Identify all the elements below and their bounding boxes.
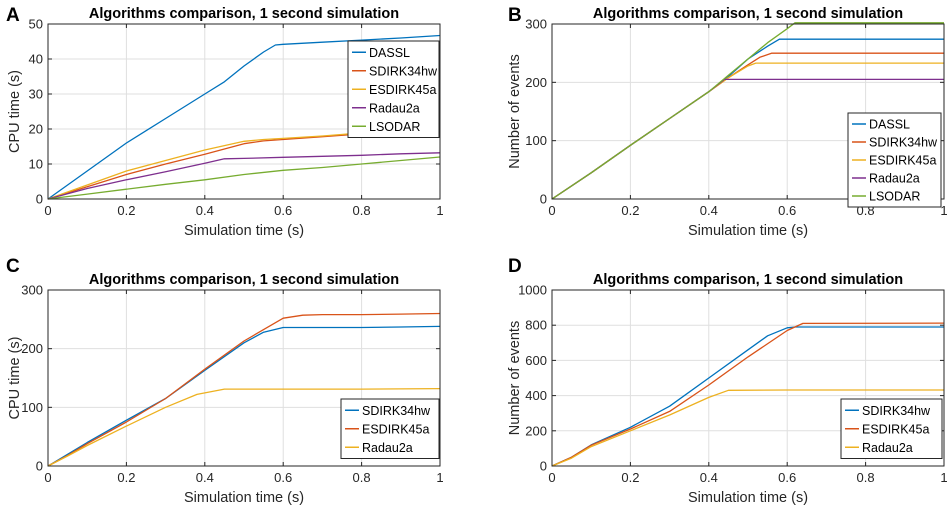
x-tick-label: 0.4 bbox=[196, 203, 214, 218]
y-tick-label: 30 bbox=[29, 87, 43, 102]
panel-c-cpu-time-three-solvers: C 0 0.2 0.4 0.6 0.8 1 0 100 200 300 Algorithms comp… bbox=[6, 256, 444, 506]
series-line-lsodar bbox=[47, 156, 441, 200]
series-line-lsodar bbox=[551, 22, 944, 200]
x-axis-label: Simulation time (s) bbox=[688, 490, 808, 506]
chart-title: Algorithms comparison, 1 second simulati… bbox=[89, 272, 399, 288]
axes-box bbox=[47, 23, 441, 200]
legend-entry-dassl: DASSL bbox=[369, 46, 410, 60]
legend-entry-esdirk45a: ESDIRK45a bbox=[362, 422, 429, 436]
y-tick-label: 300 bbox=[525, 17, 547, 32]
panel-label: C bbox=[6, 256, 20, 277]
legend-entry-esdirk45a: ESDIRK45a bbox=[369, 83, 436, 97]
x-tick-label: 1 bbox=[436, 470, 443, 485]
y-axis-label: Number of events bbox=[507, 54, 523, 168]
legend-entry-esdirk45a: ESDIRK45a bbox=[869, 154, 936, 168]
series-line-esdirk45a bbox=[47, 312, 441, 467]
y-tick-label: 0 bbox=[36, 192, 43, 207]
y-tick-label: 0 bbox=[36, 459, 43, 474]
x-tick-label: 0.2 bbox=[117, 203, 135, 218]
x-tick-label: 0.8 bbox=[353, 470, 371, 485]
y-tick-label: 400 bbox=[525, 388, 547, 403]
y-tick-label: 50 bbox=[29, 17, 43, 32]
x-tick-label: 0.6 bbox=[778, 203, 796, 218]
y-tick-label: 100 bbox=[525, 133, 547, 148]
chart-title: Algorithms comparison, 1 second simulati… bbox=[593, 272, 903, 288]
x-tick-label: 0.2 bbox=[621, 470, 639, 485]
y-tick-label: 20 bbox=[29, 122, 43, 137]
series-line-radau2a bbox=[47, 387, 441, 467]
panel-label: A bbox=[6, 5, 20, 26]
panel-d-events-three-solvers: D 0 0.2 0.4 0.6 0.8 1 0 200 400 600 800 1000 Algorith… bbox=[507, 256, 948, 506]
legend: SDIRK34hw ESDIRK45a Radau2a bbox=[340, 398, 440, 459]
legend: SDIRK34hw ESDIRK45a Radau2a bbox=[840, 398, 943, 459]
y-tick-label: 0 bbox=[540, 192, 547, 207]
x-tick-label: 0.4 bbox=[196, 470, 214, 485]
x-tick-label: 0.2 bbox=[621, 203, 639, 218]
x-tick-label: 0.6 bbox=[274, 203, 292, 218]
panel-label: B bbox=[508, 5, 522, 26]
x-tick-label: 0.4 bbox=[700, 470, 718, 485]
series-line-esdirk45a bbox=[551, 322, 945, 467]
y-tick-label: 40 bbox=[29, 52, 43, 67]
series-line-radau2a bbox=[551, 389, 944, 467]
y-tick-label: 1000 bbox=[518, 283, 547, 298]
legend-entry-radau2a: Radau2a bbox=[362, 441, 413, 455]
x-tick-label: 0 bbox=[548, 203, 555, 218]
x-tick-label: 0 bbox=[44, 470, 51, 485]
series-line-sdirk34hw bbox=[47, 325, 441, 467]
x-tick-label: 0.4 bbox=[700, 203, 718, 218]
x-tick-label: 1 bbox=[436, 203, 443, 218]
x-tick-label: 1 bbox=[940, 203, 947, 218]
axes-box bbox=[551, 23, 945, 200]
legend-entry-sdirk34hw: SDIRK34hw bbox=[362, 404, 431, 418]
axes-box bbox=[551, 289, 945, 467]
y-tick-label: 800 bbox=[525, 318, 547, 333]
legend-entry-radau2a: Radau2a bbox=[869, 172, 920, 186]
legend-entry-lsodar: LSODAR bbox=[869, 190, 920, 204]
y-tick-label: 100 bbox=[21, 400, 43, 415]
series-line-dassl bbox=[47, 34, 441, 200]
x-tick-label: 0 bbox=[44, 203, 51, 218]
y-tick-label: 600 bbox=[525, 353, 547, 368]
legend-entry-radau2a: Radau2a bbox=[369, 101, 420, 115]
y-tick-label: 200 bbox=[21, 341, 43, 356]
legend: DASSL SDIRK34hw ESDIRK45a Radau2a LSODAR bbox=[847, 112, 942, 208]
x-tick-label: 0.6 bbox=[274, 470, 292, 485]
y-axis-label: CPU time (s) bbox=[7, 70, 23, 153]
x-axis-label: Simulation time (s) bbox=[688, 223, 808, 239]
y-axis-label: Number of events bbox=[507, 321, 523, 435]
legend-entry-lsodar: LSODAR bbox=[369, 120, 420, 134]
y-tick-label: 300 bbox=[21, 283, 43, 298]
legend: DASSL SDIRK34hw ESDIRK45a Radau2a LSODAR bbox=[347, 40, 440, 138]
y-tick-label: 0 bbox=[540, 459, 547, 474]
panel-label: D bbox=[508, 256, 522, 277]
legend-entry-sdirk34hw: SDIRK34hw bbox=[862, 404, 931, 418]
x-tick-label: 0.8 bbox=[857, 470, 875, 485]
x-tick-label: 0 bbox=[548, 470, 555, 485]
x-tick-label: 0.8 bbox=[353, 203, 371, 218]
x-tick-label: 1 bbox=[940, 470, 947, 485]
y-tick-label: 200 bbox=[525, 423, 547, 438]
chart-title: Algorithms comparison, 1 second simulati… bbox=[593, 6, 903, 22]
y-axis-label: CPU time (s) bbox=[7, 337, 23, 420]
x-tick-label: 0.6 bbox=[778, 470, 796, 485]
legend-entry-sdirk34hw: SDIRK34hw bbox=[369, 64, 438, 78]
y-tick-label: 10 bbox=[29, 157, 43, 172]
x-axis-label: Simulation time (s) bbox=[184, 223, 304, 239]
x-axis-label: Simulation time (s) bbox=[184, 490, 304, 506]
legend-entry-dassl: DASSL bbox=[869, 118, 910, 132]
y-tick-label: 200 bbox=[525, 75, 547, 90]
legend-entry-esdirk45a: ESDIRK45a bbox=[862, 422, 929, 436]
axes-box bbox=[47, 289, 441, 467]
x-tick-label: 0.2 bbox=[117, 470, 135, 485]
legend-box bbox=[840, 398, 943, 459]
series-line-radau2a bbox=[47, 152, 441, 200]
legend-entry-radau2a: Radau2a bbox=[862, 441, 913, 455]
chart-title: Algorithms comparison, 1 second simulati… bbox=[89, 6, 399, 22]
legend-entry-sdirk34hw: SDIRK34hw bbox=[869, 136, 938, 150]
